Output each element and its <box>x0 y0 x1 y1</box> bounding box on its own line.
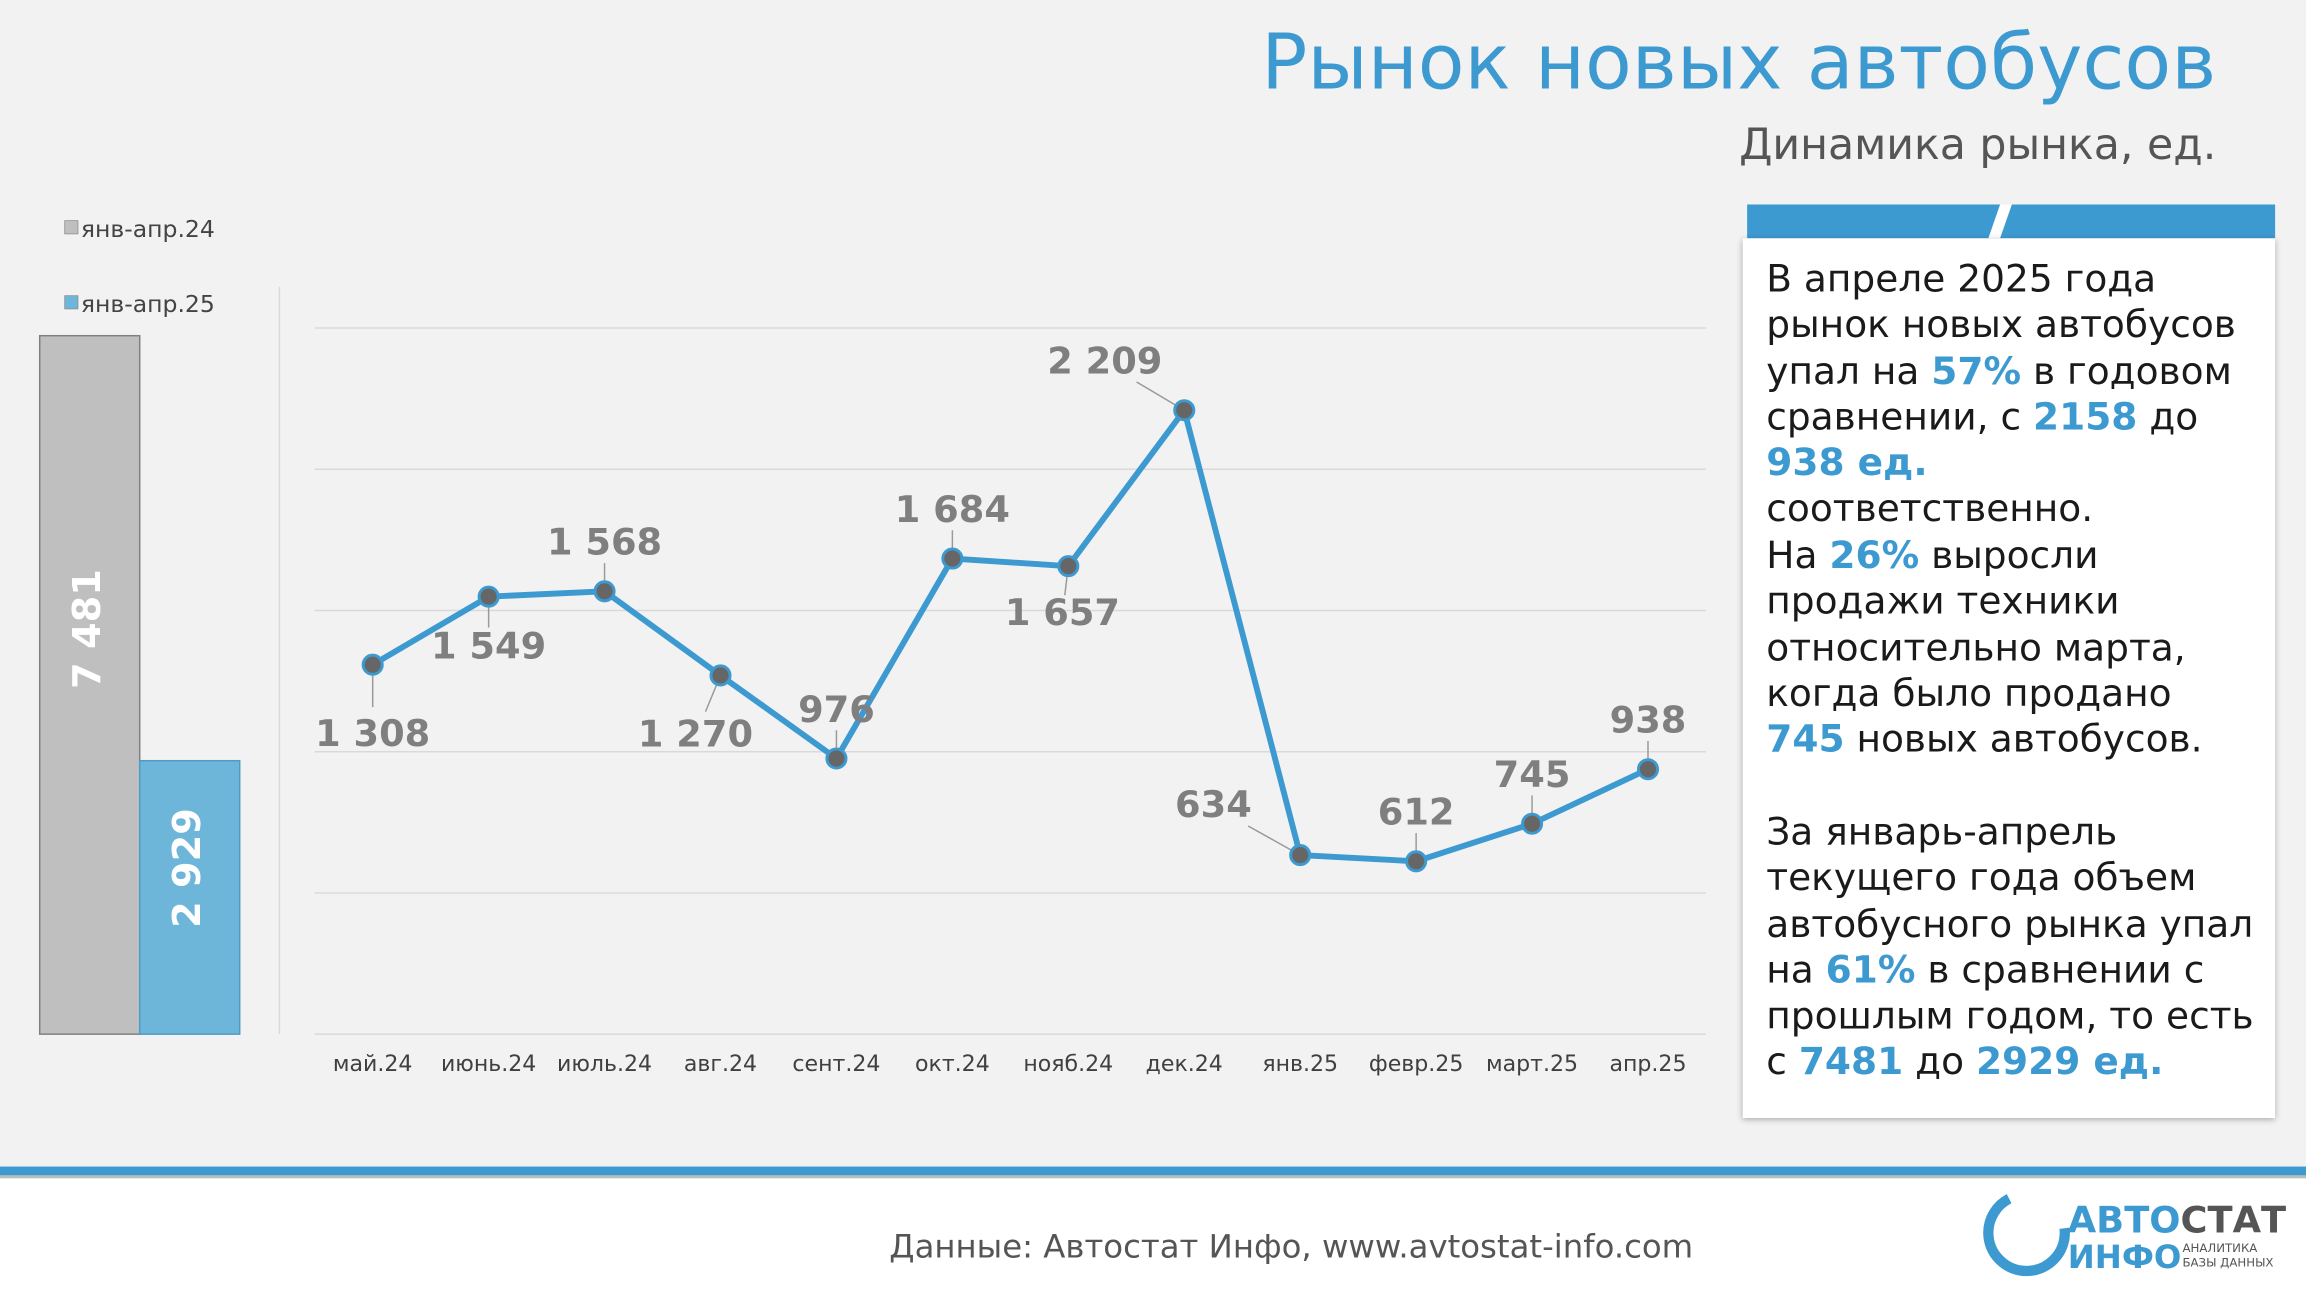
text: новых автобусов. <box>1844 718 2203 763</box>
x-tick-label: янв.25 <box>1262 1052 1338 1077</box>
value-label: 634 <box>1175 783 1252 826</box>
logo-ring <box>1983 1189 2070 1277</box>
x-tick-label: февр.25 <box>1369 1052 1463 1077</box>
x-tick-label: дек.24 <box>1146 1052 1223 1077</box>
point <box>825 747 848 770</box>
x-tick-label: июль.24 <box>557 1052 652 1077</box>
value-label: 2 209 <box>1047 340 1162 383</box>
x-tick-label: авг.24 <box>684 1052 757 1077</box>
text: соответственно. <box>1766 487 2094 532</box>
value-label: 745 <box>1494 753 1571 796</box>
box-header <box>1747 204 2276 239</box>
x-tick-label: июнь.24 <box>441 1052 536 1077</box>
text: в годовом сравнении, с <box>1766 349 2232 440</box>
value-label: 1 684 <box>895 488 1010 531</box>
point <box>1173 399 1196 422</box>
highlight: 2158 <box>2033 395 2138 440</box>
bar <box>138 759 241 1035</box>
footer-line <box>0 1166 2306 1176</box>
x-tick-label: март.25 <box>1486 1052 1578 1077</box>
paragraph: На 26% выросли продажи техники относител… <box>1766 534 2259 764</box>
highlight: 26% <box>1829 533 1920 579</box>
highlight: 61% <box>1825 948 1916 993</box>
legend-swatch <box>64 295 79 310</box>
highlight: 745 <box>1766 718 1845 763</box>
point <box>1405 850 1428 873</box>
highlight: 2929 ед. <box>1975 1040 2164 1085</box>
text: За январь-апрель текущего года объем авт… <box>1766 810 2254 993</box>
legend-label: янв-апр.24 <box>81 215 215 243</box>
point <box>593 580 616 603</box>
highlight: 7481 <box>1798 1040 1904 1085</box>
value-label: 976 <box>798 688 875 731</box>
point <box>709 664 732 687</box>
value-label: 612 <box>1378 791 1455 834</box>
logo: АВТОСТАТ ИНФО АНАЛИТИКА БАЗЫ ДАННЫХ <box>1983 1189 2286 1277</box>
x-tick-label: сент.24 <box>792 1052 880 1077</box>
highlight: 57% <box>1931 349 2022 394</box>
logo-tag: АНАЛИТИКА <box>2182 1241 2257 1255</box>
point <box>477 585 500 608</box>
x-tick-label: нояб.24 <box>1023 1052 1113 1077</box>
source: Данные: Автостат Инфо, www.avtostat-info… <box>889 1228 1693 1266</box>
paragraph: В апреле 2025 года рынок новых автобусов… <box>1766 257 2259 533</box>
point <box>1636 758 1660 781</box>
point <box>1289 844 1312 867</box>
highlight: 938 ед. <box>1766 441 1928 486</box>
value-label: 1 308 <box>315 712 430 755</box>
logo-text: АВТОСТАТ <box>2068 1199 2286 1242</box>
point <box>1057 555 1080 578</box>
bar <box>38 334 141 1035</box>
box-slash <box>1988 204 2012 239</box>
text: до <box>1903 1040 1976 1085</box>
x-tick-label: май.24 <box>333 1052 413 1077</box>
paragraph: За январь-апрель текущего года объем авт… <box>1766 811 2259 1087</box>
legend-label: янв-апр.25 <box>81 290 215 318</box>
point <box>361 653 384 676</box>
logo-tag: БАЗЫ ДАННЫХ <box>2182 1256 2273 1270</box>
bar-label: 7 481 <box>66 569 110 689</box>
value-label: 1 657 <box>1005 591 1120 634</box>
value-label: 1 568 <box>547 521 662 564</box>
footer-bg <box>0 1176 2306 1296</box>
x-tick-label: апр.25 <box>1610 1052 1687 1077</box>
text: до <box>2137 395 2199 440</box>
value-label: 1 549 <box>431 625 546 668</box>
value-label: 938 <box>1610 699 1687 742</box>
point <box>1521 812 1544 835</box>
line <box>371 407 1650 865</box>
text: выросли продажи техники относительно мар… <box>1766 533 2186 717</box>
text: На <box>1766 533 1830 579</box>
point <box>941 547 964 570</box>
legend-swatch <box>64 220 79 235</box>
x-tick-label: окт.24 <box>915 1052 990 1077</box>
subtitle: Динамика рынка, ед. <box>1739 120 2216 170</box>
title: Рынок новых автобусов <box>1261 18 2216 107</box>
footer-line-2 <box>0 1175 2306 1179</box>
logo-text: ИНФО <box>2068 1238 2182 1276</box>
value-label: 1 270 <box>638 712 753 755</box>
text: в сравнении с прошлым годом, то есть с <box>1766 948 2254 1085</box>
text-box: В апреле 2025 года рынок новых автобусов… <box>1742 238 2276 1119</box>
text: В апреле 2025 года рынок новых автобусов… <box>1766 257 2236 394</box>
bar-label: 2 929 <box>166 808 210 928</box>
